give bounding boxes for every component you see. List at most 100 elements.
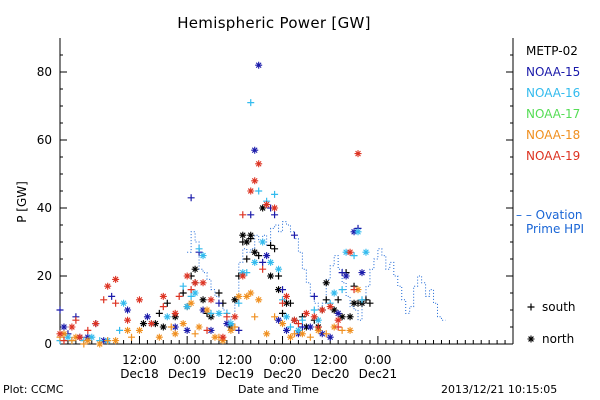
north-marker bbox=[275, 286, 283, 294]
x-tick-time-label: 12:00 bbox=[218, 353, 253, 367]
north-marker bbox=[255, 61, 263, 69]
north-marker bbox=[255, 160, 263, 168]
north-marker bbox=[195, 323, 203, 331]
north-marker bbox=[334, 316, 342, 324]
south-marker bbox=[255, 252, 263, 260]
south-marker bbox=[128, 333, 136, 341]
x-tick-date-label: Dec20 bbox=[311, 367, 350, 381]
north-marker bbox=[199, 296, 207, 304]
south-marker bbox=[322, 296, 330, 304]
north-marker bbox=[183, 326, 191, 334]
north-marker bbox=[96, 340, 104, 348]
north-marker bbox=[139, 320, 147, 328]
legend-entry-noaa-17: NOAA-17 bbox=[526, 107, 580, 121]
legend-ovation-line1: – – Ovation bbox=[516, 208, 583, 222]
north-marker bbox=[255, 296, 263, 304]
north-marker bbox=[346, 248, 354, 256]
north-marker bbox=[318, 330, 326, 338]
north-marker bbox=[159, 323, 167, 331]
x-tick-time-label: 12:00 bbox=[313, 353, 348, 367]
south-marker bbox=[72, 316, 80, 324]
south-marker bbox=[68, 337, 76, 345]
south-marker bbox=[279, 309, 287, 317]
north-marker bbox=[120, 299, 128, 307]
north-marker bbox=[72, 333, 80, 341]
north-marker bbox=[100, 337, 108, 345]
north-marker bbox=[207, 296, 215, 304]
north-marker bbox=[251, 258, 259, 266]
south-marker bbox=[279, 286, 287, 294]
south-marker bbox=[155, 309, 163, 317]
south-marker bbox=[239, 211, 247, 219]
south-marker bbox=[80, 340, 88, 348]
ovation-series bbox=[187, 221, 446, 321]
legend: METP-02 NOAA-15 NOAA-16 NOAA-17 NOAA-18 NOAA-… bbox=[516, 44, 584, 346]
south-marker bbox=[338, 286, 346, 294]
south-marker bbox=[108, 292, 116, 300]
north-marker bbox=[298, 330, 306, 338]
north-marker bbox=[124, 326, 132, 334]
north-marker bbox=[219, 333, 227, 341]
legend-entry-noaa-18: NOAA-18 bbox=[526, 128, 580, 142]
north-marker bbox=[302, 323, 310, 331]
north-marker bbox=[231, 296, 239, 304]
south-marker bbox=[187, 286, 195, 294]
north-marker bbox=[199, 252, 207, 260]
south-marker bbox=[100, 296, 108, 304]
north-marker bbox=[314, 316, 322, 324]
north-marker bbox=[227, 326, 235, 334]
north-marker bbox=[187, 299, 195, 307]
south-marker bbox=[306, 333, 314, 341]
south-marker bbox=[56, 306, 64, 314]
south-marker bbox=[223, 313, 231, 321]
north-marker bbox=[215, 309, 223, 317]
north-marker bbox=[171, 323, 179, 331]
south-marker bbox=[207, 309, 215, 317]
north-marker bbox=[342, 272, 350, 280]
north-marker bbox=[283, 326, 290, 334]
north-marker bbox=[151, 320, 159, 328]
south-marker bbox=[203, 326, 211, 334]
north-marker bbox=[251, 177, 259, 185]
north-marker bbox=[84, 337, 92, 345]
north-marker bbox=[179, 320, 187, 328]
north-marker bbox=[330, 323, 338, 331]
north-marker bbox=[191, 265, 199, 273]
south-marker bbox=[112, 299, 120, 307]
north-marker bbox=[263, 252, 271, 260]
north-marker bbox=[247, 187, 255, 195]
north-marker bbox=[346, 326, 354, 334]
y-tick-label: 40 bbox=[37, 201, 52, 215]
south-marker bbox=[60, 337, 68, 345]
north-marker bbox=[60, 323, 68, 331]
south-marker bbox=[191, 330, 199, 338]
south-marker bbox=[179, 289, 187, 297]
north-marker bbox=[227, 320, 235, 328]
south-marker bbox=[116, 326, 124, 334]
north-marker bbox=[183, 272, 191, 280]
south-marker bbox=[243, 255, 251, 263]
y-tick-label: 20 bbox=[37, 269, 52, 283]
south-marker bbox=[322, 330, 330, 338]
north-marker bbox=[243, 238, 251, 246]
north-marker bbox=[350, 228, 358, 236]
north-marker bbox=[143, 313, 151, 321]
north-marker bbox=[231, 313, 239, 321]
south-marker bbox=[84, 326, 92, 334]
y-tick-label: 0 bbox=[44, 337, 52, 351]
south-marker bbox=[163, 299, 171, 307]
south-marker bbox=[366, 299, 374, 307]
south-marker bbox=[290, 330, 298, 338]
south-marker bbox=[271, 245, 279, 253]
north-marker bbox=[267, 258, 275, 266]
south-marker bbox=[350, 286, 358, 294]
x-tick-date-label: Dec18 bbox=[120, 367, 159, 381]
north-marker bbox=[171, 330, 179, 338]
north-marker bbox=[104, 282, 112, 290]
south-marker bbox=[310, 306, 318, 314]
north-marker bbox=[286, 333, 294, 341]
north-marker bbox=[92, 320, 100, 328]
series-noaa-19 bbox=[56, 150, 362, 345]
x-axis-label: Date and Time bbox=[238, 383, 319, 396]
south-marker bbox=[338, 269, 346, 277]
